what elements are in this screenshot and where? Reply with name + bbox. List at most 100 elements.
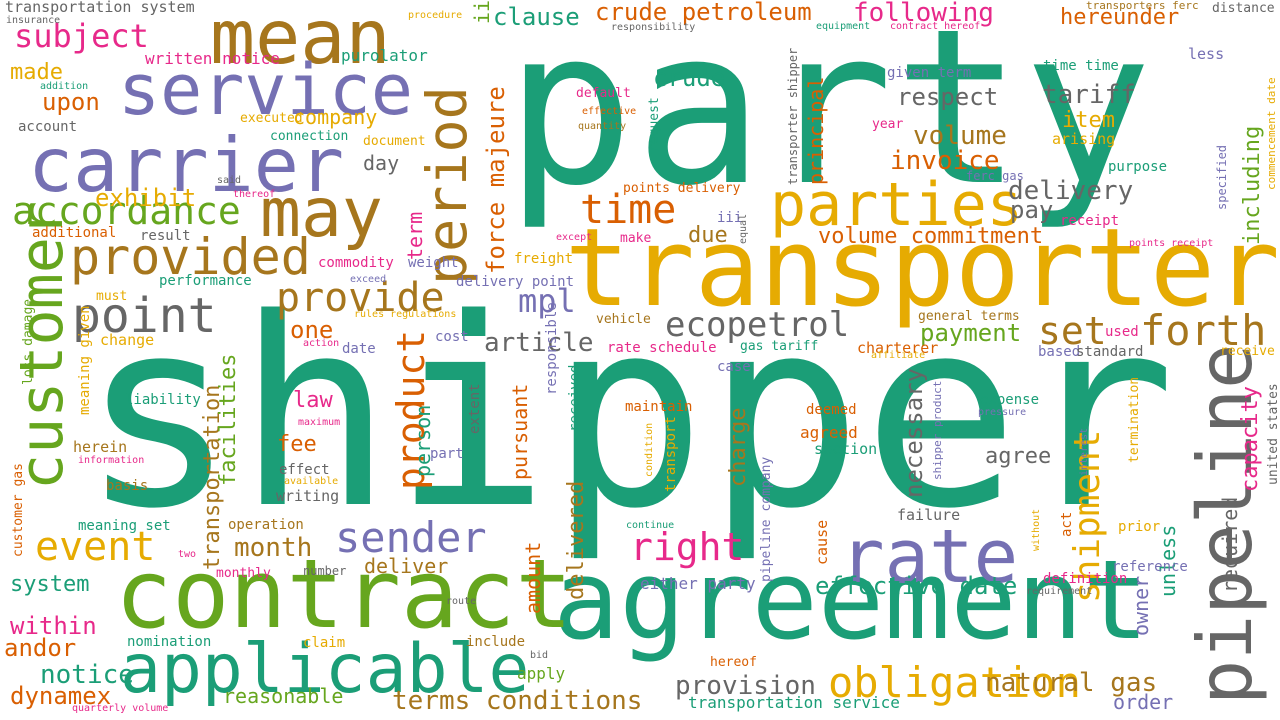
cloud-word: affiliate: [871, 350, 926, 361]
cloud-word: volume commitment: [818, 224, 1044, 249]
cloud-word: clause: [493, 3, 580, 31]
cloud-word: right: [630, 525, 745, 569]
cloud-word: one: [290, 316, 334, 344]
cloud-word: executed: [240, 111, 303, 126]
cloud-word: notice: [40, 660, 134, 690]
cloud-word: service: [118, 49, 414, 131]
cloud-word: delivery: [1008, 176, 1134, 206]
cloud-word: interest: [1079, 427, 1090, 476]
cloud-word: subject: [14, 17, 149, 55]
cloud-word: available: [284, 476, 339, 487]
cloud-word: transportation service: [688, 693, 900, 712]
cloud-word: general terms: [918, 309, 1020, 324]
cloud-word: written notice: [145, 49, 280, 68]
cloud-word: force majeure: [482, 86, 510, 274]
cloud-word: natural gas: [985, 668, 1158, 698]
cloud-word: apply: [517, 664, 566, 683]
cloud-word: agreed: [800, 423, 858, 442]
cloud-word: facilities: [216, 353, 241, 486]
cloud-word: term: [403, 211, 427, 260]
cloud-word: item: [1062, 108, 1115, 133]
cloud-word: cost: [435, 329, 469, 345]
cloud-word: parties: [770, 170, 1023, 240]
cloud-word: number: [303, 564, 347, 578]
cloud-word: case: [717, 359, 751, 375]
cloud-word: default: [576, 86, 631, 101]
cloud-word: arising: [1052, 130, 1116, 148]
cloud-word: expense: [980, 392, 1040, 408]
cloud-word: accordance: [12, 189, 241, 233]
cloud-word: customer gas: [11, 463, 26, 557]
cloud-word: person: [411, 404, 435, 477]
cloud-word: specified: [1215, 144, 1229, 210]
cloud-word: effect: [279, 462, 330, 478]
cloud-word: within: [10, 612, 97, 640]
cloud-word: system: [10, 572, 90, 597]
cloud-word: crude: [653, 64, 726, 92]
cloud-word: addition: [40, 81, 89, 92]
cloud-word: used: [1105, 324, 1139, 340]
cloud-word: contract: [115, 540, 573, 650]
cloud-word: deemed: [806, 402, 857, 418]
cloud-word: continue: [626, 520, 675, 531]
cloud-word: agreement: [553, 536, 1150, 664]
cloud-word: claim: [303, 635, 346, 651]
cloud-word: united states: [1266, 383, 1280, 485]
cloud-word: event: [35, 524, 156, 570]
cloud-word: two: [178, 549, 197, 560]
cloud-word: company: [293, 105, 378, 129]
cloud-word: commencement date: [1265, 77, 1278, 190]
cloud-word: part: [430, 446, 464, 462]
cloud-word: delivery point: [456, 274, 575, 290]
cloud-word: iii: [717, 210, 743, 226]
cloud-word: may: [260, 174, 383, 253]
cloud-word: point: [72, 288, 217, 344]
cloud-word: connection: [270, 129, 349, 144]
cloud-word: ii: [470, 0, 494, 25]
cloud-word: bid: [530, 650, 549, 661]
cloud-word: invoice: [890, 146, 1000, 176]
cloud-word: without: [1031, 508, 1042, 551]
cloud-word: transportation system: [5, 0, 195, 16]
cloud-word: capacity: [1238, 386, 1263, 492]
cloud-word: pressure: [978, 407, 1027, 418]
cloud-word: fee: [277, 432, 317, 457]
cloud-word: requirement: [1026, 586, 1093, 597]
cloud-word: shipper: [80, 264, 1176, 566]
cloud-word: procedure: [408, 10, 463, 21]
cloud-word: required: [1218, 496, 1242, 593]
cloud-word: receipt: [1060, 213, 1120, 229]
cloud-word: owner: [1129, 575, 1153, 636]
cloud-word: andor: [4, 634, 77, 662]
cloud-word: date: [342, 341, 376, 357]
cloud-word: tariff: [1042, 80, 1136, 110]
cloud-word: sender: [335, 513, 487, 562]
cloud-word: obligation: [828, 658, 1081, 707]
cloud-word: law: [293, 388, 333, 413]
cloud-word: monthly: [216, 566, 271, 581]
cloud-word: carrier: [28, 121, 345, 209]
cloud-word: including: [1240, 125, 1265, 245]
cloud-word: document: [363, 134, 426, 149]
cloud-word: ferc gas: [966, 169, 1024, 183]
cloud-word: day: [363, 151, 400, 175]
cloud-word: amount: [521, 541, 545, 614]
cloud-word: information: [78, 455, 145, 466]
cloud-word: include: [466, 634, 526, 650]
cloud-word: except: [556, 232, 593, 243]
cloud-word: pipeline company: [759, 456, 774, 582]
cloud-word: meaning set: [78, 518, 171, 534]
cloud-word: made: [10, 60, 63, 85]
cloud-word: cause: [813, 519, 831, 565]
cloud-word: contract hereof: [890, 21, 981, 32]
cloud-word: commodity: [318, 255, 394, 271]
cloud-word: received: [567, 364, 583, 432]
cloud-word: account: [18, 119, 78, 135]
cloud-word: definition: [1043, 571, 1128, 587]
cloud-word: order: [1113, 690, 1174, 714]
cloud-word: month: [234, 533, 313, 563]
cloud-word: points receipt: [1129, 238, 1214, 249]
cloud-word: said: [217, 175, 242, 186]
cloud-word: article: [484, 328, 594, 358]
cloud-word: respect: [897, 83, 999, 111]
